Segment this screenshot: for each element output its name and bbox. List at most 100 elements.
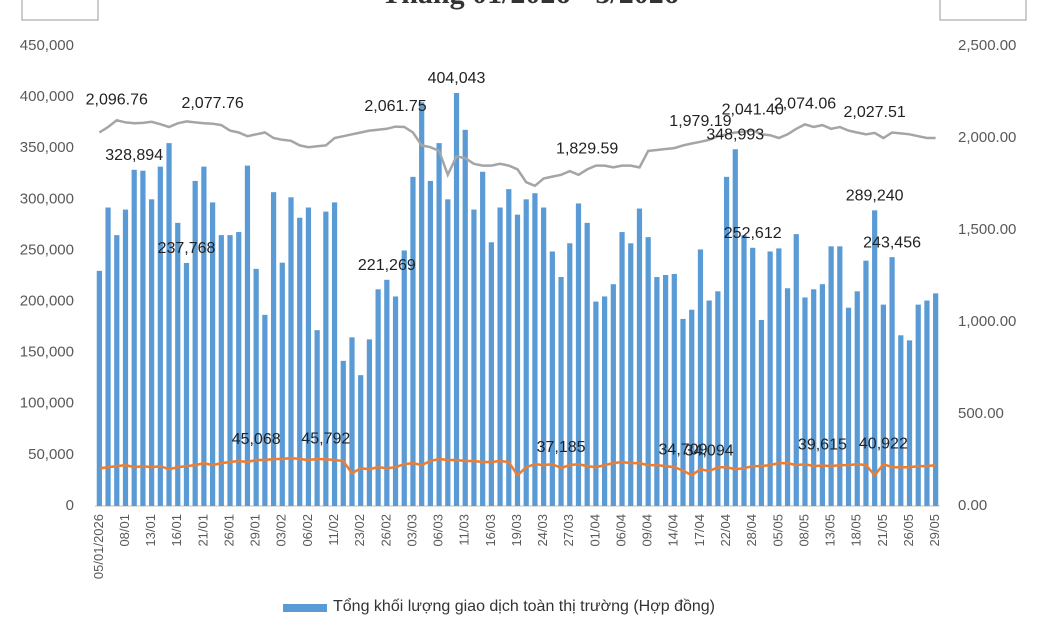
bar [636, 208, 643, 507]
bar [323, 211, 329, 506]
y-tick-label: 150,000 [20, 344, 74, 361]
bar [488, 242, 494, 506]
bar [575, 203, 582, 506]
bar [209, 202, 216, 506]
bar [349, 337, 355, 506]
bar [471, 209, 477, 507]
data-label: 243,456 [863, 234, 921, 251]
data-label: 37,185 [537, 439, 586, 456]
bar [767, 251, 773, 506]
bar [305, 207, 312, 506]
x-tick-label: 13/01 [143, 514, 158, 547]
data-label: 221,269 [358, 257, 416, 274]
bar [366, 339, 373, 506]
bar [114, 235, 120, 506]
bar [497, 207, 503, 506]
bar [854, 291, 860, 506]
bar [236, 232, 242, 507]
data-label: 34,709 [659, 442, 708, 459]
bar [872, 210, 878, 506]
data-label: 1,979.19 [669, 113, 731, 130]
data-label: 45,792 [301, 430, 350, 447]
x-tick-label: 23/02 [352, 514, 367, 547]
bar [270, 192, 277, 506]
x-tick-label: 16/01 [169, 514, 184, 547]
x-tick-label: 03/03 [404, 514, 419, 547]
chart-title: Tháng 01/2026 - 5/2026 [381, 0, 679, 10]
bar [811, 289, 817, 506]
bar [619, 232, 625, 507]
x-tick-label: 18/05 [849, 514, 864, 547]
x-tick-label: 26/01 [221, 514, 236, 547]
data-label: 40,922 [859, 435, 908, 452]
y2-tick-label: 500.00 [958, 405, 1004, 422]
bar [175, 222, 181, 506]
data-label: 34,094 [685, 442, 734, 459]
y-tick-label: 250,000 [20, 241, 74, 258]
y2-tick-label: 2,500.00 [958, 37, 1016, 54]
bar [532, 193, 538, 506]
bar [924, 300, 930, 506]
x-tick-label: 22/04 [718, 514, 733, 547]
bar [201, 166, 207, 506]
bar [715, 291, 721, 506]
bar [514, 214, 521, 506]
bar [567, 243, 573, 507]
bar [610, 284, 616, 506]
bar [445, 199, 451, 507]
data-label: 39,615 [798, 437, 847, 454]
bar [549, 251, 555, 506]
bar [680, 318, 686, 506]
x-tick-label: 05/05 [770, 514, 785, 547]
x-tick-label: 06/04 [613, 514, 628, 547]
bar [898, 335, 904, 506]
data-label: 2,074.06 [774, 96, 836, 113]
line [99, 456, 936, 478]
y2-tick-label: 1,000.00 [958, 313, 1016, 330]
x-tick-label: 24/03 [535, 514, 550, 547]
bar [654, 277, 660, 506]
x-tick-label: 03/02 [274, 514, 289, 547]
y-tick-label: 400,000 [20, 88, 74, 105]
x-tick-label: 26/02 [378, 514, 393, 547]
bar [506, 189, 512, 506]
y-tick-label: 450,000 [20, 37, 74, 54]
data-label: 289,240 [846, 188, 904, 205]
bar [96, 270, 102, 506]
bar [541, 207, 547, 506]
bar [105, 207, 111, 506]
x-tick-label: 29/05 [927, 514, 942, 547]
bar [863, 260, 869, 506]
bar [706, 300, 712, 506]
bar [732, 149, 738, 507]
bar [662, 274, 669, 506]
legend-label: Tổng khối lượng giao dịch toàn thị trườn… [333, 598, 715, 615]
x-tick-label: 28/04 [744, 514, 759, 547]
bar [192, 180, 198, 506]
bar [819, 284, 826, 506]
y-tick-label: 350,000 [20, 139, 74, 156]
x-tick-label: 19/03 [509, 514, 524, 547]
bar [523, 199, 529, 507]
data-label: 328,894 [105, 147, 163, 164]
data-label: 2,077.76 [181, 95, 243, 112]
bar [671, 273, 677, 506]
y-tick-label: 0 [66, 497, 74, 514]
x-tick-label: 16/03 [483, 514, 498, 547]
y2-tick-label: 2,000.00 [958, 129, 1016, 146]
bar [131, 169, 137, 506]
bar [244, 165, 251, 506]
bar [845, 307, 852, 506]
bar [401, 250, 407, 506]
corner-box [939, 0, 1027, 21]
bar [427, 180, 433, 506]
bar [784, 288, 791, 506]
bar [218, 235, 224, 506]
bar [480, 171, 486, 506]
bar [183, 262, 190, 506]
x-tick-label: 14/04 [666, 514, 681, 547]
y-tick-label: 50,000 [28, 446, 74, 463]
y-tick-label: 100,000 [20, 395, 74, 412]
bar [297, 217, 303, 506]
